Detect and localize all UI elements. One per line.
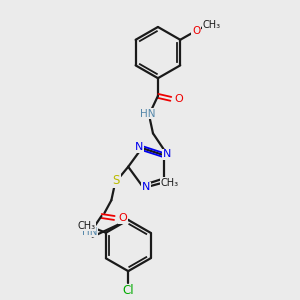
Text: Cl: Cl [122,284,134,297]
Text: CH₃: CH₃ [160,178,179,188]
Text: O: O [192,26,200,36]
Text: S: S [112,174,120,187]
Text: CH₃: CH₃ [77,221,95,231]
Text: O: O [119,213,128,223]
Text: CH₃: CH₃ [203,20,221,30]
Text: O: O [174,94,183,104]
Text: N: N [163,149,171,159]
Text: HN: HN [140,109,156,118]
Text: N: N [135,142,143,152]
Text: HN: HN [82,227,97,237]
Text: N: N [142,182,150,193]
